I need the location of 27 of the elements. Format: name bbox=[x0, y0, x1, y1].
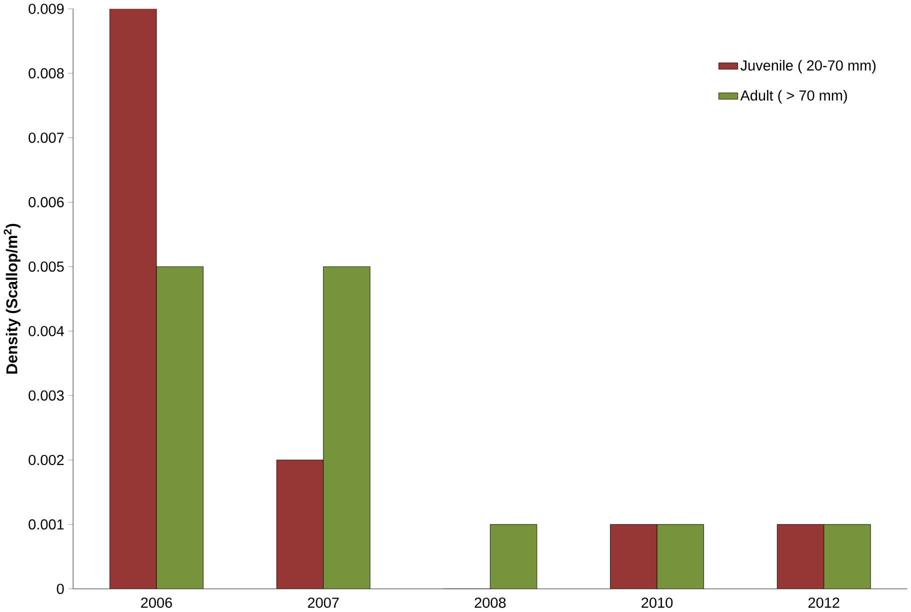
y-axis-title: Density (Scallop/m$^{2}$) bbox=[4, 224, 20, 374]
bar bbox=[323, 266, 370, 590]
bar bbox=[276, 460, 324, 590]
legend-label: Adult ( > 70 mm) bbox=[740, 90, 847, 104]
y-tick-label: 0.006 bbox=[28, 197, 64, 208]
bar bbox=[824, 524, 871, 590]
y-tick-label: 0.001 bbox=[28, 520, 64, 530]
x-tick-label: 2006 bbox=[141, 598, 172, 608]
y-tick-label: 0.007 bbox=[28, 132, 64, 144]
x-tick-label: 2007 bbox=[308, 598, 339, 608]
y-tick-label: 0.002 bbox=[28, 455, 64, 466]
x-tick-label: 2012 bbox=[808, 598, 840, 608]
bar bbox=[156, 266, 204, 590]
y-tick-label: 0.005 bbox=[28, 262, 64, 272]
y-tick-label: 0.004 bbox=[28, 326, 64, 336]
bar bbox=[776, 524, 824, 590]
y-tick-label: 0.008 bbox=[28, 68, 64, 79]
bar bbox=[657, 524, 704, 590]
legend-label: Juvenile ( 20-70 mm) bbox=[740, 60, 876, 74]
x-tick-label: 2008 bbox=[474, 598, 506, 608]
y-tick-label: 0.003 bbox=[28, 390, 64, 401]
y-tick-label: 0 bbox=[56, 584, 64, 594]
bar bbox=[610, 524, 658, 590]
y-tick-label: 0.009 bbox=[28, 4, 64, 14]
bar bbox=[110, 9, 156, 590]
x-tick-label: 2010 bbox=[642, 598, 673, 608]
bar bbox=[490, 524, 537, 590]
